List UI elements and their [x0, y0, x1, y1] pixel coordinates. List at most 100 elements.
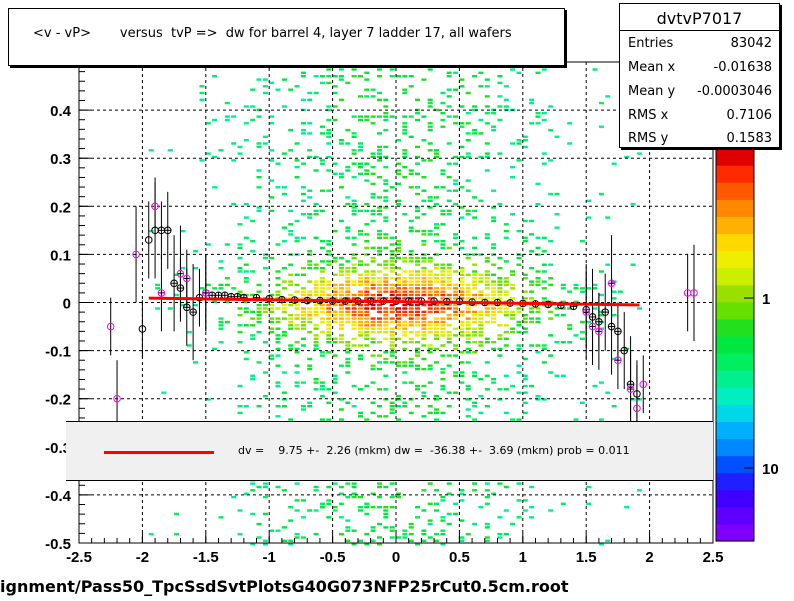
heatmap-cell: [345, 81, 351, 85]
heatmap-cell: [281, 303, 287, 307]
heatmap-cell: [465, 273, 471, 276]
heatmap-cell: [605, 539, 611, 542]
heatmap-cell: [389, 330, 395, 334]
heatmap-cell: [421, 367, 427, 371]
stat-value: -0.01638: [713, 60, 772, 75]
heatmap-cell: [358, 118, 363, 122]
heatmap-cell: [262, 142, 268, 145]
heatmap-cell: [319, 266, 325, 270]
heatmap-cell: [300, 307, 306, 310]
heatmap-cell: [402, 213, 408, 216]
heatmap-cell: [598, 101, 604, 105]
heatmap-cell: [364, 118, 370, 122]
heatmap-cell: [453, 162, 459, 165]
heatmap-cell: [319, 293, 325, 297]
heatmap-cell: [497, 293, 503, 297]
heatmap-cell: [345, 529, 351, 532]
heatmap-cell: [497, 290, 503, 293]
heatmap-cell: [434, 280, 439, 283]
heatmap-cell: [307, 250, 313, 253]
heatmap-cell: [319, 162, 325, 165]
heatmap-cell: [465, 347, 471, 351]
heatmap-cell: [231, 495, 237, 499]
stat-label: Mean x: [628, 60, 676, 75]
heatmap-cell: [294, 159, 300, 162]
heatmap-cell: [415, 388, 420, 391]
heatmap-cell: [465, 287, 471, 290]
heatmap-cell: [573, 300, 579, 303]
heatmap-cell: [269, 179, 275, 182]
heatmap-cell: [224, 118, 230, 122]
heatmap-cell: [453, 189, 459, 192]
heatmap-cell: [427, 324, 433, 327]
heatmap-cell: [237, 384, 243, 388]
heatmap-cell: [408, 64, 414, 68]
heatmap-cell: [440, 354, 446, 357]
heatmap-cell: [453, 344, 459, 347]
heatmap-cell: [586, 502, 592, 505]
heatmap-cell: [281, 330, 287, 334]
heatmap-cell: [307, 307, 313, 310]
heatmap-cell: [383, 263, 389, 266]
heatmap-cell: [326, 75, 332, 78]
heatmap-cell: [389, 529, 395, 532]
heatmap-cell: [535, 351, 541, 354]
heatmap-cell: [503, 344, 509, 347]
heatmap-cell: [516, 139, 522, 142]
heatmap-cell: [370, 381, 376, 384]
heatmap-cell: [389, 75, 395, 78]
heatmap-cell: [484, 85, 490, 88]
heatmap-cell: [605, 95, 611, 98]
heatmap-cell: [377, 324, 382, 327]
heatmap-cell: [345, 260, 351, 263]
heatmap-cell: [453, 290, 459, 293]
heatmap-cell: [351, 68, 357, 71]
heatmap-cell: [415, 317, 420, 320]
heatmap-cell: [491, 243, 497, 246]
heatmap-cell: [351, 152, 357, 155]
heatmap-cell: [415, 307, 420, 310]
heatmap-cell: [434, 108, 439, 112]
heatmap-cell: [510, 522, 516, 526]
heatmap-cell: [402, 334, 408, 337]
heatmap-cell: [269, 317, 275, 320]
heatmap-cell: [370, 506, 376, 509]
heatmap-cell: [408, 381, 414, 384]
heatmap-cell: [294, 85, 300, 88]
heatmap-cell: [358, 277, 363, 280]
heatmap-cell: [288, 519, 294, 522]
heatmap-cell: [319, 283, 325, 287]
heatmap-cell: [307, 405, 313, 408]
heatmap-cell: [535, 280, 541, 283]
heatmap-cell: [497, 81, 503, 85]
heatmap-cell: [415, 516, 420, 519]
heatmap-cell: [453, 155, 459, 159]
heatmap-cell: [332, 105, 338, 108]
heatmap-cell: [446, 314, 452, 317]
heatmap-cell: [535, 246, 541, 250]
heatmap-cell: [351, 327, 357, 330]
heatmap-cell: [250, 270, 256, 273]
heatmap-cell: [300, 162, 306, 165]
heatmap-cell: [262, 266, 268, 270]
heatmap-cell: [573, 334, 579, 337]
heatmap-cell: [307, 155, 313, 159]
heatmap-cell: [611, 405, 617, 408]
heatmap-cell: [465, 334, 471, 337]
heatmap-cell: [389, 310, 395, 314]
heatmap-cell: [522, 401, 528, 404]
heatmap-cell: [421, 266, 427, 270]
heatmap-cell: [338, 142, 344, 145]
heatmap-cell: [243, 357, 249, 361]
heatmap-cell: [389, 506, 395, 509]
heatmap-cell: [434, 502, 439, 505]
heatmap-cell: [300, 213, 306, 216]
heatmap-cell: [522, 314, 528, 317]
heatmap-cell: [415, 543, 420, 546]
heatmap-cell: [377, 327, 382, 330]
heatmap-cell: [472, 320, 478, 324]
heatmap-cell: [174, 293, 180, 297]
heatmap-cell: [402, 287, 408, 290]
heatmap-cell: [364, 263, 370, 266]
heatmap-cell: [319, 388, 325, 391]
